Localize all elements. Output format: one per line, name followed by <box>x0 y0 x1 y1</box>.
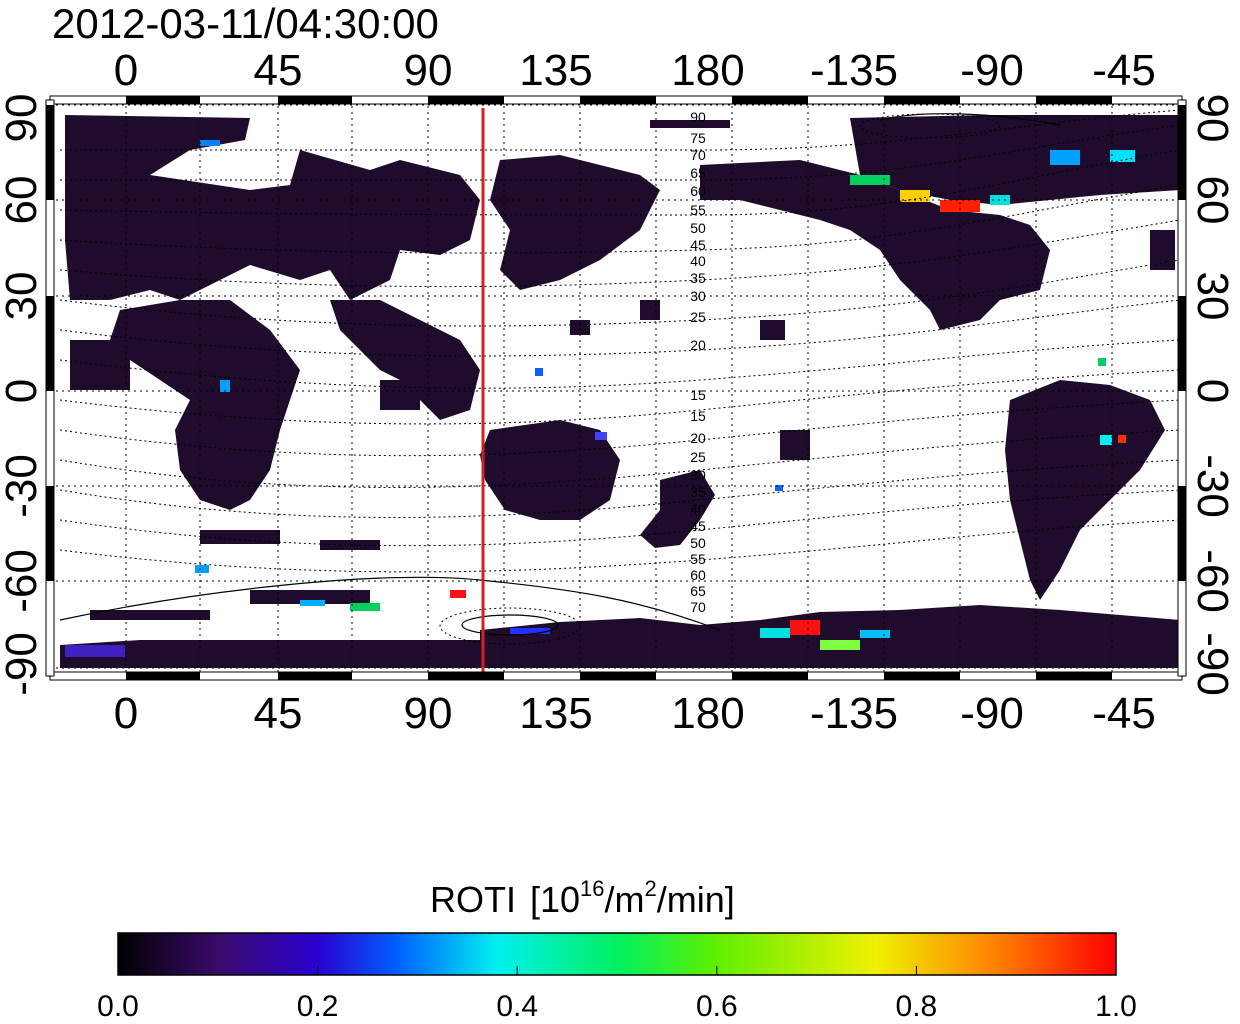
world-map: 9075706560555045403530252015152025303540… <box>50 100 1182 676</box>
coverage-eurasia <box>65 115 480 300</box>
latitude-ticks-left: -90 -60 -30 0 30 60 90 <box>0 94 46 696</box>
lat-tick-left--30: -30 <box>0 454 46 518</box>
colorbar-tick-0.4: 0.4 <box>496 990 538 1023</box>
mlat-label-0: 90 <box>690 109 706 125</box>
lon-tick-top-0: 0 <box>114 46 138 95</box>
coverage-antarctica <box>60 605 1180 668</box>
lon-tick-bottom-90: 90 <box>404 689 453 738</box>
mlat-label-11: 25 <box>690 309 706 325</box>
lon-tick-bottom-45: 45 <box>254 689 303 738</box>
mlat-label-22: 55 <box>690 551 706 567</box>
mlat-label-7: 45 <box>690 237 706 253</box>
mlat-label-4: 60 <box>690 183 706 199</box>
mlat-label-10: 30 <box>690 288 706 304</box>
colorbar-tick-0.0: 0.0 <box>97 990 139 1023</box>
lon-tick-top-90: 90 <box>404 46 453 95</box>
colorbar-tick-0.2: 0.2 <box>297 990 339 1023</box>
lat-tick-right-30: 30 <box>1188 272 1237 321</box>
mlat-label-15: 20 <box>690 430 706 446</box>
plot-title: 2012-03-11/04:30:00 <box>52 0 439 47</box>
lat-tick-left-90: 90 <box>0 94 46 143</box>
colorbar <box>117 932 1117 976</box>
mlat-label-5: 55 <box>690 202 706 218</box>
mlat-label-9: 35 <box>690 270 706 286</box>
mlat-label-16: 25 <box>690 449 706 465</box>
lat-tick-left--60: -60 <box>0 549 46 613</box>
lon-tick-top--45: -45 <box>1092 46 1156 95</box>
mlat-label-6: 50 <box>690 220 706 236</box>
mlat-label-8: 40 <box>690 253 706 269</box>
lon-tick-top--90: -90 <box>960 46 1024 95</box>
mlat-label-19: 40 <box>690 501 706 517</box>
mlat-label-14: 15 <box>690 408 706 424</box>
graticule <box>50 100 1182 676</box>
mlat-label-25: 70 <box>690 599 706 615</box>
coverage-north-america <box>700 160 1050 330</box>
polar-contours <box>59 113 1061 636</box>
colorbar-tick-0.8: 0.8 <box>896 990 938 1023</box>
longitude-ticks-bottom: 0 45 90 135 180 -135 -90 -45 <box>114 689 1156 738</box>
lat-tick-right-0: 0 <box>1188 379 1237 403</box>
lon-tick-top--135: -135 <box>810 46 898 95</box>
mlat-label-21: 50 <box>690 535 706 551</box>
lat-tick-right-90: 90 <box>1188 94 1237 143</box>
lat-tick-left-30: 30 <box>0 272 46 321</box>
mlat-label-17: 30 <box>690 467 706 483</box>
mlat-label-23: 60 <box>690 567 706 583</box>
mlat-label-3: 65 <box>690 165 706 181</box>
lon-tick-bottom--90: -90 <box>960 689 1024 738</box>
colorbar-title: ROTI [1016/m2/min] <box>430 876 735 920</box>
lat-tick-left--90: -90 <box>0 632 46 696</box>
mlat-label-12: 20 <box>690 337 706 353</box>
map-border-bars <box>45 95 1187 681</box>
colorbar-tick-0.6: 0.6 <box>696 990 738 1023</box>
mlat-label-2: 70 <box>690 147 706 163</box>
coverage-india-seasia <box>330 300 480 420</box>
lon-tick-top-45: 45 <box>254 46 303 95</box>
mlat-label-1: 75 <box>690 130 706 146</box>
lat-tick-left-0: 0 <box>0 379 46 403</box>
lon-tick-top-180: 180 <box>671 46 744 95</box>
lon-tick-bottom-135: 135 <box>519 689 592 738</box>
colorbar-tick-1.0: 1.0 <box>1095 990 1137 1023</box>
mlat-label-13: 15 <box>690 387 706 403</box>
longitude-ticks-top: 0 45 90 135 180 -135 -90 -45 <box>114 46 1156 95</box>
lat-tick-right--60: -60 <box>1188 549 1237 613</box>
coverage-africa <box>110 300 300 510</box>
lon-tick-bottom-0: 0 <box>114 689 138 738</box>
lon-tick-bottom--135: -135 <box>810 689 898 738</box>
lon-tick-top-135: 135 <box>519 46 592 95</box>
coverage-australia <box>480 420 620 520</box>
latitude-ticks-right: -90 -60 -30 0 30 60 90 <box>1188 94 1237 696</box>
coverage-new-zealand <box>640 470 715 548</box>
mlat-labels: 9075706560555045403530252015152025303540… <box>690 109 706 615</box>
mlat-label-20: 45 <box>690 518 706 534</box>
mlat-label-24: 65 <box>690 583 706 599</box>
colorbar-ticks: 0.0 0.2 0.4 0.6 0.8 1.0 <box>97 966 1137 1023</box>
lat-tick-right-60: 60 <box>1188 176 1237 225</box>
lat-tick-right--30: -30 <box>1188 454 1237 518</box>
lat-tick-right--90: -90 <box>1188 632 1237 696</box>
lat-tick-left-60: 60 <box>0 176 46 225</box>
mlat-label-18: 35 <box>690 484 706 500</box>
lon-tick-bottom-180: 180 <box>671 689 744 738</box>
lon-tick-bottom--45: -45 <box>1092 689 1156 738</box>
coverage-east-asia <box>490 155 660 290</box>
mlat-contours <box>59 109 1181 645</box>
